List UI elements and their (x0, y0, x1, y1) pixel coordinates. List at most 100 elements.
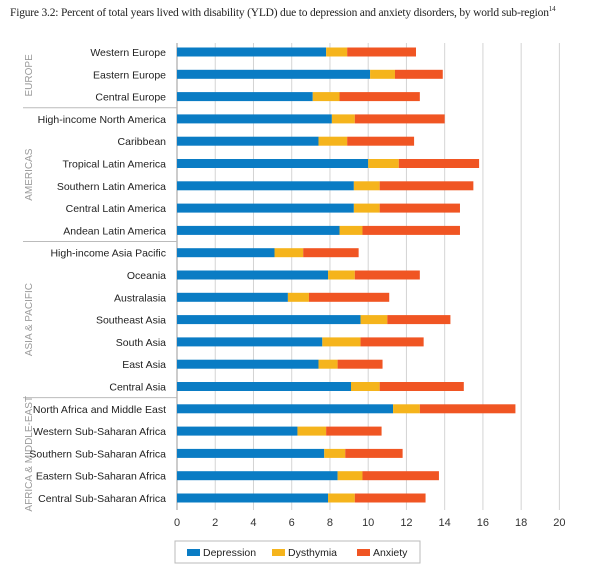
title-footnote: 14 (548, 5, 556, 13)
bar-anxiety (347, 136, 415, 146)
bar-anxiety (362, 471, 439, 481)
group-label: AMERICAS (24, 148, 35, 201)
bar-dysthymia (312, 92, 340, 102)
category-label: North Africa and Middle East (33, 404, 166, 416)
x-tick-label: 12 (400, 517, 412, 529)
bar-dysthymia (326, 47, 348, 57)
bar-depression (177, 69, 371, 79)
legend-swatch-dysthymia (272, 549, 285, 556)
bar-anxiety (326, 426, 382, 436)
category-label: Central Latin America (66, 203, 167, 215)
category-label: Central Sub-Saharan Africa (38, 493, 166, 505)
bar-anxiety (347, 47, 416, 57)
category-label: Western Sub-Saharan Africa (33, 426, 166, 438)
category-label: Eastern Europe (93, 69, 166, 81)
x-tick-label: 4 (250, 517, 256, 529)
bar-depression (177, 426, 298, 436)
bar-depression (177, 181, 354, 191)
bar-dysthymia (331, 114, 355, 124)
category-label: East Asia (122, 359, 166, 371)
bar-depression (177, 270, 329, 280)
bar-anxiety (354, 270, 420, 280)
chart-title: Figure 3.2: Percent of total years lived… (10, 5, 556, 19)
legend-swatch-anxiety (357, 549, 370, 556)
x-tick-label: 16 (477, 517, 489, 529)
legend-swatch-depression (187, 549, 200, 556)
bar-anxiety (379, 181, 474, 191)
bar-depression (177, 136, 319, 146)
x-tick-label: 2 (212, 517, 218, 529)
bar-anxiety (379, 382, 464, 391)
bar-anxiety (379, 203, 460, 213)
x-tick-label: 10 (362, 517, 374, 529)
bar-depression (177, 448, 325, 458)
bar-dysthymia (297, 426, 327, 436)
legend-label-anxiety: Anxiety (373, 547, 408, 559)
bar-depression (177, 471, 338, 481)
category-label: Central Asia (109, 382, 166, 394)
bar-depression (177, 159, 369, 168)
bar-dysthymia (328, 493, 355, 503)
category-label: South Asia (116, 337, 166, 349)
category-label: Southern Sub-Saharan Africa (29, 448, 166, 460)
group-label: EUROPE (24, 54, 35, 97)
bar-depression (177, 203, 354, 213)
category-label: Tropical Latin America (63, 159, 167, 171)
bar-dysthymia (337, 471, 363, 481)
bar-depression (177, 382, 351, 391)
bar-anxiety (394, 69, 443, 79)
bar-anxiety (362, 225, 460, 235)
category-label: Andean Latin America (63, 225, 166, 237)
bar-anxiety (387, 315, 451, 325)
category-label: High-income North America (38, 114, 167, 126)
category-label: Southern Latin America (57, 181, 166, 193)
category-label: Australasia (114, 292, 166, 304)
group-label: AFRICA & MIDDLE-EAST (24, 396, 35, 512)
bar-depression (177, 359, 319, 369)
category-label: Eastern Sub-Saharan Africa (36, 471, 166, 483)
bar-anxiety (303, 248, 359, 258)
bar-dysthymia (350, 382, 380, 391)
bar-dysthymia (274, 248, 304, 258)
bar-anxiety (354, 114, 445, 124)
x-tick-label: 20 (553, 517, 565, 529)
bar-dysthymia (287, 292, 309, 302)
bar-anxiety (360, 337, 424, 347)
x-tick-label: 8 (327, 517, 333, 529)
bar-depression (177, 315, 361, 325)
bar-anxiety (398, 159, 480, 168)
bar-depression (177, 92, 313, 102)
category-label: High-income Asia Pacific (50, 248, 166, 260)
bar-anxiety (345, 448, 403, 458)
bar-dysthymia (339, 225, 363, 235)
bar-dysthymia (368, 159, 399, 168)
bar-anxiety (354, 493, 426, 503)
bar-depression (177, 493, 329, 503)
bar-depression (177, 114, 332, 124)
bar-dysthymia (324, 448, 346, 458)
bar-depression (177, 248, 275, 258)
bar-depression (177, 292, 288, 302)
bar-dysthymia (370, 69, 395, 79)
bar-depression (177, 404, 394, 414)
x-tick-label: 18 (515, 517, 527, 529)
group-label: ASIA & PACIFIC (24, 283, 35, 356)
category-label: Southeast Asia (96, 315, 166, 327)
bar-dysthymia (328, 270, 355, 280)
x-tick-label: 0 (174, 517, 180, 529)
bar-depression (177, 337, 323, 347)
legend-box (174, 540, 421, 564)
category-label: Caribbean (118, 136, 167, 148)
bar-dysthymia (360, 315, 388, 325)
bar-dysthymia (353, 181, 380, 191)
bar-depression (177, 47, 327, 57)
bar-anxiety (337, 359, 383, 369)
bar-depression (177, 225, 340, 235)
bar-dysthymia (393, 404, 420, 414)
bar-anxiety (308, 292, 390, 302)
bar-anxiety (419, 404, 516, 414)
x-tick-label: 6 (289, 517, 295, 529)
x-tick-label: 14 (439, 517, 451, 529)
bar-dysthymia (318, 136, 348, 146)
